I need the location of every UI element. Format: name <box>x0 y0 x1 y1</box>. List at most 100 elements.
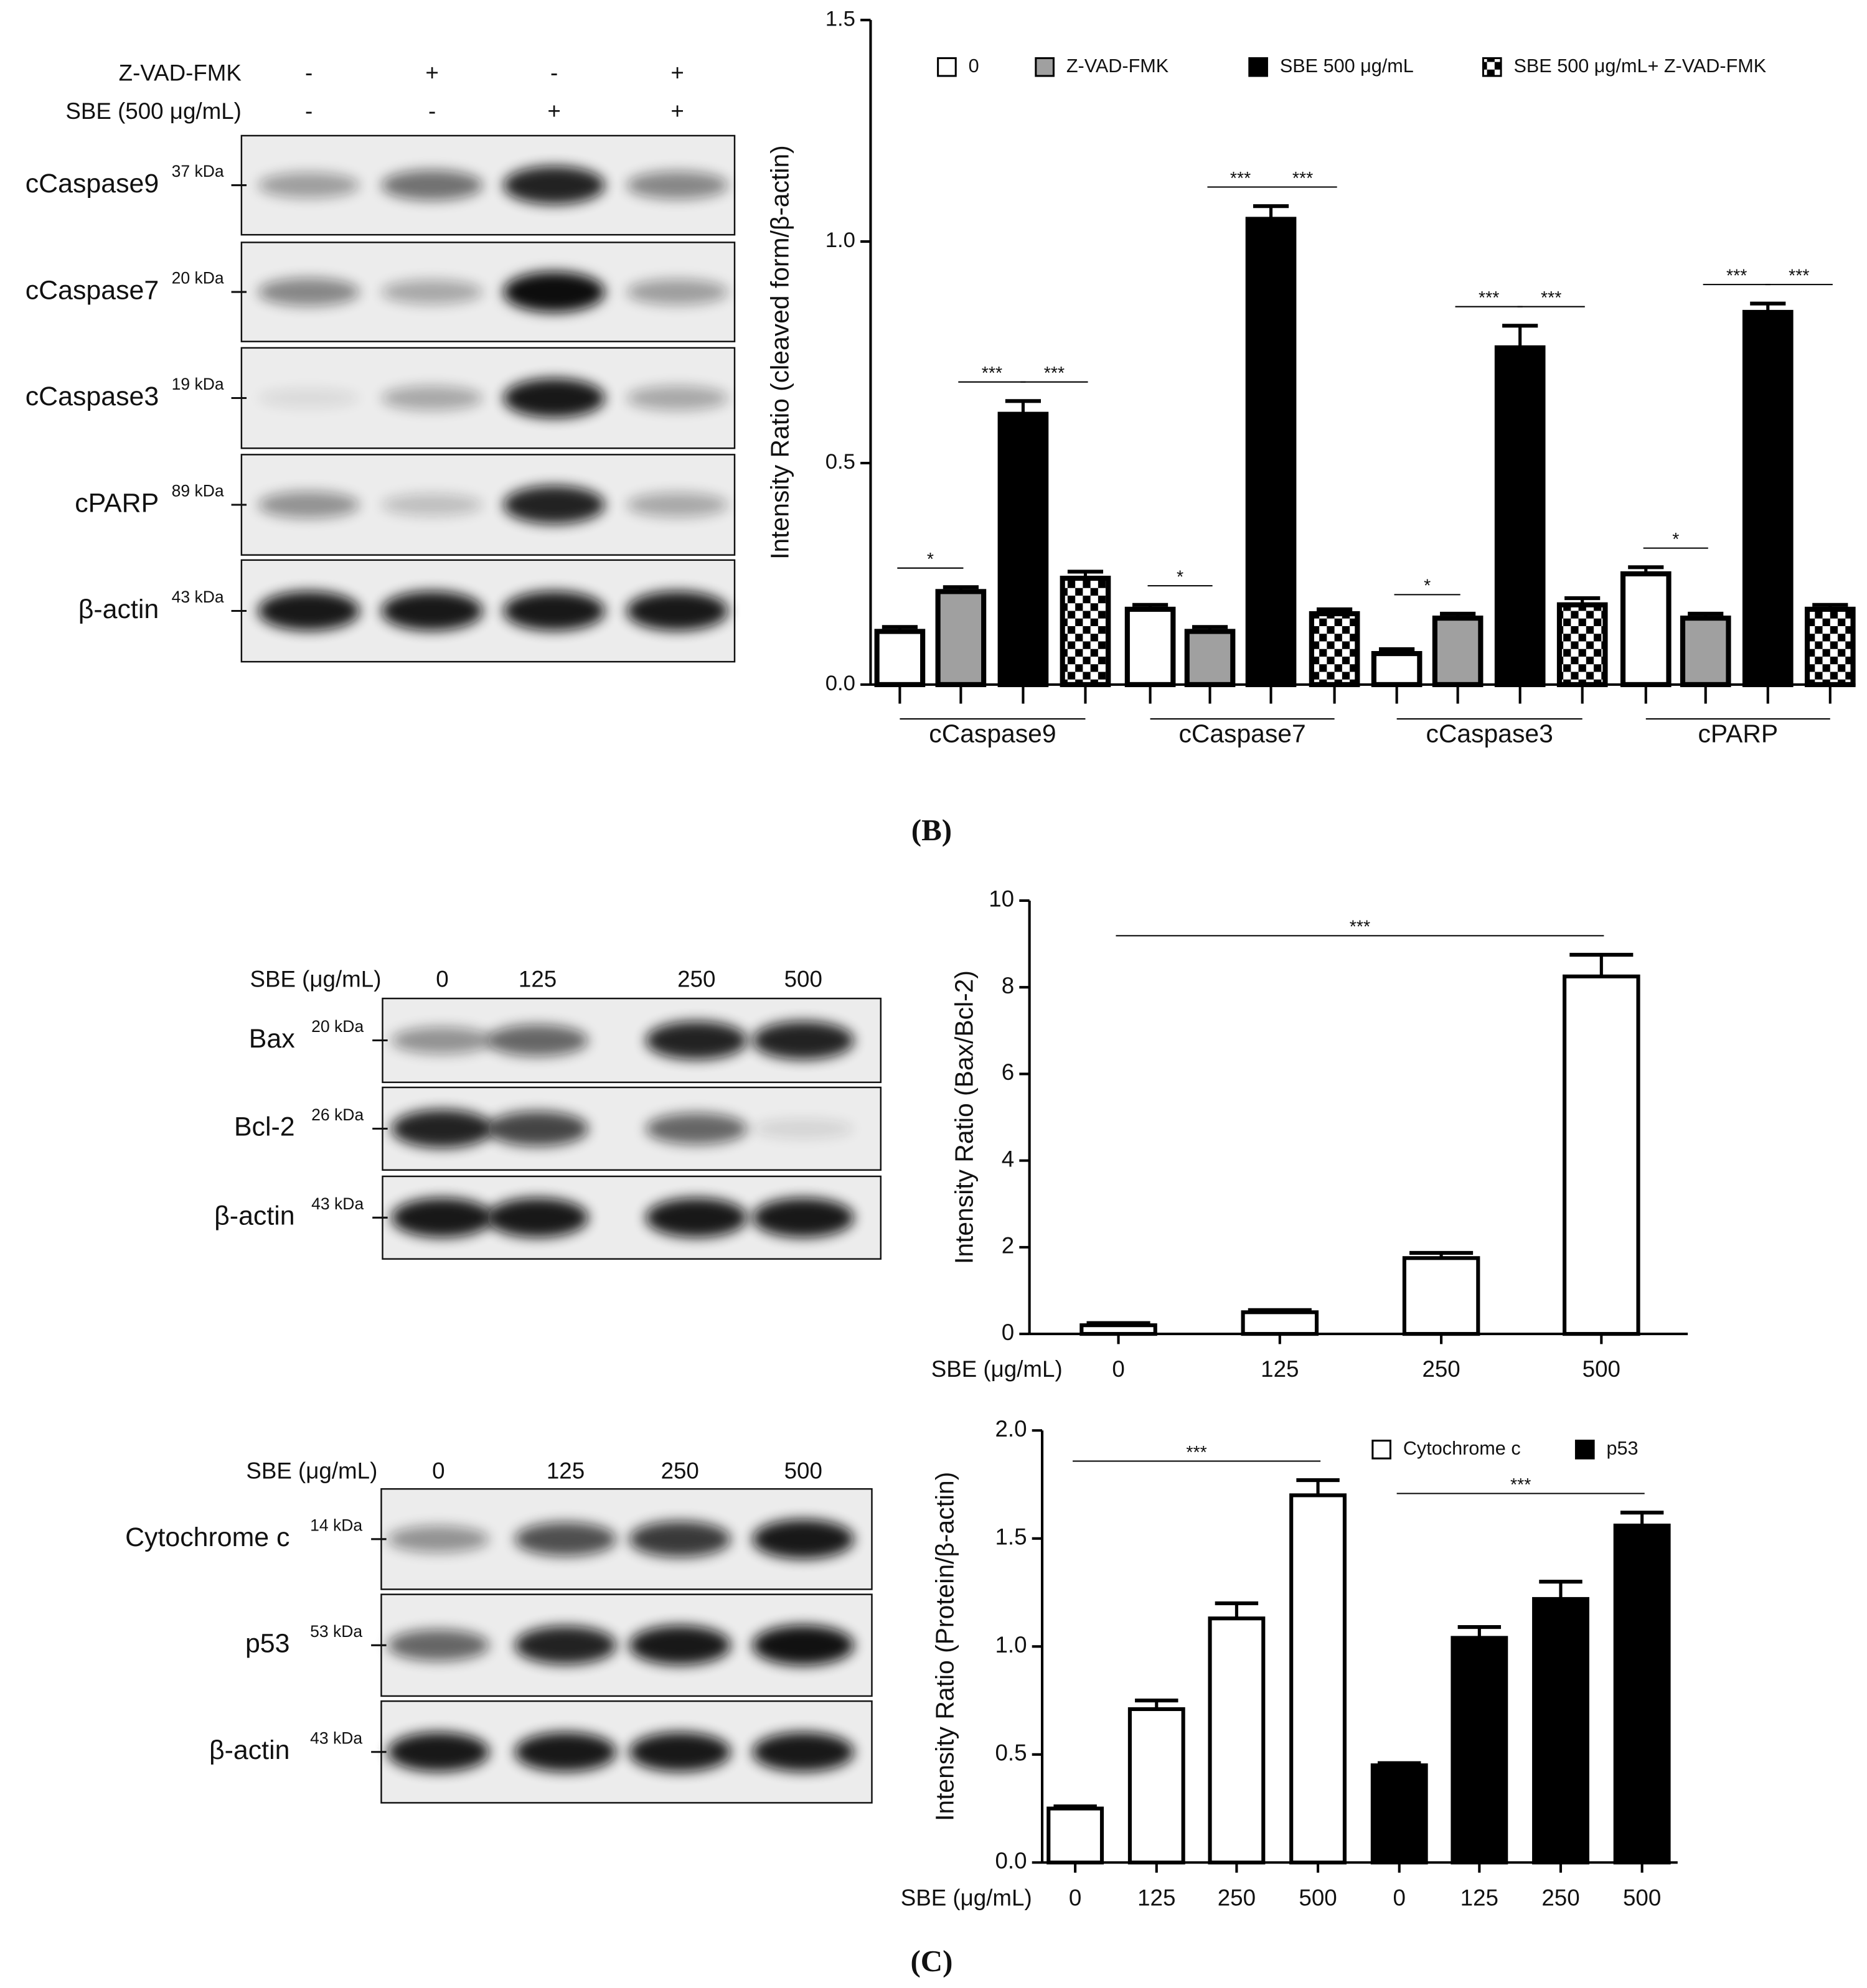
x-tick-label: 500 <box>1582 1356 1620 1382</box>
bar <box>1556 602 1608 687</box>
y-tick-label: 1.0 <box>995 1632 1027 1657</box>
lane-label: 0 <box>432 1458 444 1483</box>
blot-band <box>752 1021 854 1060</box>
x-tick-label: 0 <box>1393 1885 1406 1910</box>
protein-label: Cytochrome c <box>125 1522 289 1552</box>
y-tick-label: 1.5 <box>995 1524 1027 1549</box>
protein-label: Bcl-2 <box>234 1112 295 1142</box>
protein-label: Bax <box>249 1024 295 1054</box>
lane-label: 500 <box>784 1458 822 1483</box>
significance-label: *** <box>1726 266 1747 286</box>
lane-label: 500 <box>784 966 822 992</box>
legend-label: SBE 500 μg/mL <box>1280 55 1414 77</box>
blot-band <box>381 170 483 200</box>
bar <box>1127 1707 1185 1865</box>
protein-label: cPARP <box>75 488 159 518</box>
kda-label: 14 kDa <box>310 1516 362 1534</box>
blot-band <box>752 1625 854 1666</box>
bar <box>935 589 987 687</box>
blot-band <box>514 1522 617 1556</box>
x-tick-label: cCaspase7 <box>1178 719 1305 748</box>
significance-label: *** <box>1350 917 1370 937</box>
blot-band <box>503 271 605 312</box>
blot-band <box>381 279 483 304</box>
x-tick-label: 125 <box>1460 1885 1498 1910</box>
x-tick-label: cPARP <box>1698 719 1778 748</box>
lane-label: - <box>428 98 436 124</box>
blot-band <box>646 1113 748 1145</box>
blot-band <box>514 1732 617 1772</box>
protein-label: β-actin <box>214 1201 294 1231</box>
significance-label: *** <box>982 363 1002 383</box>
blot-band <box>258 491 360 518</box>
x-axis-label: SBE (μg/mL) <box>901 1885 1032 1910</box>
bar <box>1532 1596 1589 1865</box>
bar <box>1371 650 1423 687</box>
y-tick-label: 1.5 <box>825 7 855 30</box>
bar <box>1742 309 1794 687</box>
lane-label: 250 <box>677 966 715 992</box>
significance-label: *** <box>1292 169 1313 189</box>
legend-swatch <box>1482 57 1502 77</box>
legend-label: p53 <box>1606 1438 1638 1459</box>
x-tick-label: 500 <box>1623 1885 1661 1910</box>
bar <box>1184 629 1236 687</box>
significance-label: * <box>1177 567 1183 587</box>
y-tick-label: 2 <box>1002 1233 1014 1259</box>
kda-label: 20 kDa <box>311 1017 364 1036</box>
bar <box>1046 1806 1104 1865</box>
lane-label: + <box>425 60 438 86</box>
kda-label: 43 kDa <box>172 588 224 606</box>
protein-label: cCaspase3 <box>26 382 159 411</box>
blot-band <box>391 1026 494 1054</box>
significance-label: *** <box>1044 363 1065 383</box>
blot-band <box>626 492 728 517</box>
blot-band <box>626 171 728 200</box>
kda-label: 53 kDa <box>310 1622 362 1641</box>
blot-band <box>503 166 605 205</box>
blot-band <box>629 1521 731 1557</box>
x-tick-label: 0 <box>1069 1885 1081 1910</box>
blot-band <box>626 385 728 411</box>
blot-band <box>626 591 728 631</box>
bar <box>1241 1310 1319 1336</box>
blot-condition-label: SBE (μg/mL) <box>250 966 381 992</box>
blot-band <box>514 1626 617 1665</box>
bar <box>1060 575 1111 687</box>
lane-label: - <box>305 98 313 124</box>
y-axis-label: Intensity Ratio (Bax/Bcl-2) <box>949 970 978 1264</box>
bar <box>1804 606 1856 687</box>
kda-label: 26 kDa <box>311 1105 364 1124</box>
blot-band <box>752 1732 854 1772</box>
x-tick-label: 125 <box>1261 1356 1299 1382</box>
bar <box>1245 217 1297 687</box>
protein-label: cCaspase7 <box>26 275 159 305</box>
x-tick-label: 0 <box>1112 1356 1124 1382</box>
blot-band <box>391 1198 494 1238</box>
legend-swatch <box>1248 57 1268 77</box>
y-axis-label: Intensity Ratio (cleaved form/β-actin) <box>765 145 794 560</box>
x-tick-label: 500 <box>1299 1885 1337 1910</box>
blot-band <box>646 1198 748 1238</box>
blot-band <box>258 278 360 306</box>
y-tick-label: 8 <box>1002 973 1014 998</box>
y-tick-label: 0.0 <box>825 672 855 695</box>
blot-condition-label: SBE (500 μg/mL) <box>65 98 242 124</box>
kda-label: 43 kDa <box>311 1194 364 1213</box>
y-tick-label: 0.0 <box>995 1848 1027 1873</box>
legend-label: 0 <box>969 55 979 77</box>
blot-band <box>387 1732 489 1772</box>
protein-label: cCaspase9 <box>26 169 159 199</box>
blot-band <box>486 1198 589 1238</box>
x-axis-label: SBE (μg/mL) <box>931 1356 1063 1382</box>
significance-label: * <box>927 550 934 570</box>
kda-label: 20 kDa <box>172 269 224 288</box>
blot-band <box>629 1732 731 1772</box>
bar <box>874 629 926 687</box>
panel-label: (C) <box>910 1944 952 1978</box>
blot-band <box>646 1021 748 1060</box>
y-tick-label: 2.0 <box>995 1416 1027 1442</box>
protein-label: β-actin <box>209 1735 289 1765</box>
legend-label: Z-VAD-FMK <box>1066 55 1169 77</box>
lane-label: 0 <box>436 966 448 992</box>
